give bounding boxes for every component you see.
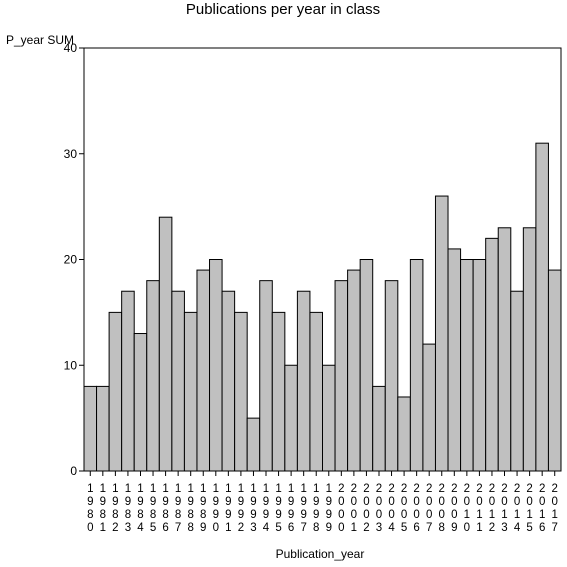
bar-2012 xyxy=(485,237,499,472)
y-tick-label: 0 xyxy=(70,464,77,478)
bar-1996 xyxy=(284,364,298,472)
bar-2009 xyxy=(447,248,462,472)
bar-1982 xyxy=(108,311,123,472)
y-tick-label: 10 xyxy=(64,358,78,372)
bar-1987 xyxy=(171,290,185,472)
bar-2006 xyxy=(409,259,424,472)
bar-2014 xyxy=(510,290,524,472)
bar-2001 xyxy=(347,269,361,472)
y-tick-label: 40 xyxy=(64,41,78,55)
bar-1998 xyxy=(309,311,324,472)
bar-2003 xyxy=(372,385,386,472)
bar-1999 xyxy=(322,364,336,472)
bar-1990 xyxy=(209,259,223,472)
bar-2004 xyxy=(384,280,399,472)
bar-1993 xyxy=(246,417,261,472)
chart-title: Publications per year in class xyxy=(186,1,380,18)
bar-1989 xyxy=(196,269,211,472)
bar-1981 xyxy=(96,385,110,472)
bar-1983 xyxy=(121,290,135,472)
y-axis-label: P_year SUM xyxy=(6,33,74,47)
bar-2000 xyxy=(334,280,349,472)
bar-1995 xyxy=(271,311,286,472)
bar-2008 xyxy=(434,195,449,472)
x-axis: 1 9 8 0 1 9 8 1 1 9 8 2 1 9 8 3 1 9 8 4 1 9 8 5 1 9 8 6 1 9 8 7 1 9 8 8 1 9 8 9… xyxy=(87,471,558,534)
bar-2015 xyxy=(522,227,537,472)
bar-1994 xyxy=(259,280,273,472)
bar-2011 xyxy=(472,259,487,472)
bars-group xyxy=(83,142,562,472)
bar-1984 xyxy=(133,333,148,472)
bar-2017 xyxy=(547,269,562,472)
bar-1997 xyxy=(296,290,311,472)
y-tick-label: 20 xyxy=(64,253,78,267)
bar-2016 xyxy=(535,142,549,472)
y-tick-label: 30 xyxy=(64,147,78,161)
bar-2002 xyxy=(359,259,374,472)
bar-1988 xyxy=(183,311,198,472)
x-axis-label: Publication_year xyxy=(276,547,365,561)
bar-2010 xyxy=(460,259,474,472)
y-axis: 0 10 20 30 40 xyxy=(64,41,84,478)
bar-1986 xyxy=(158,216,173,472)
bar-1985 xyxy=(146,280,160,472)
bar-1980 xyxy=(83,385,98,472)
bar-2007 xyxy=(422,343,436,472)
bar-1992 xyxy=(234,311,248,472)
bar-2013 xyxy=(497,227,512,472)
bar-1991 xyxy=(221,290,236,472)
bar-2005 xyxy=(397,396,411,472)
